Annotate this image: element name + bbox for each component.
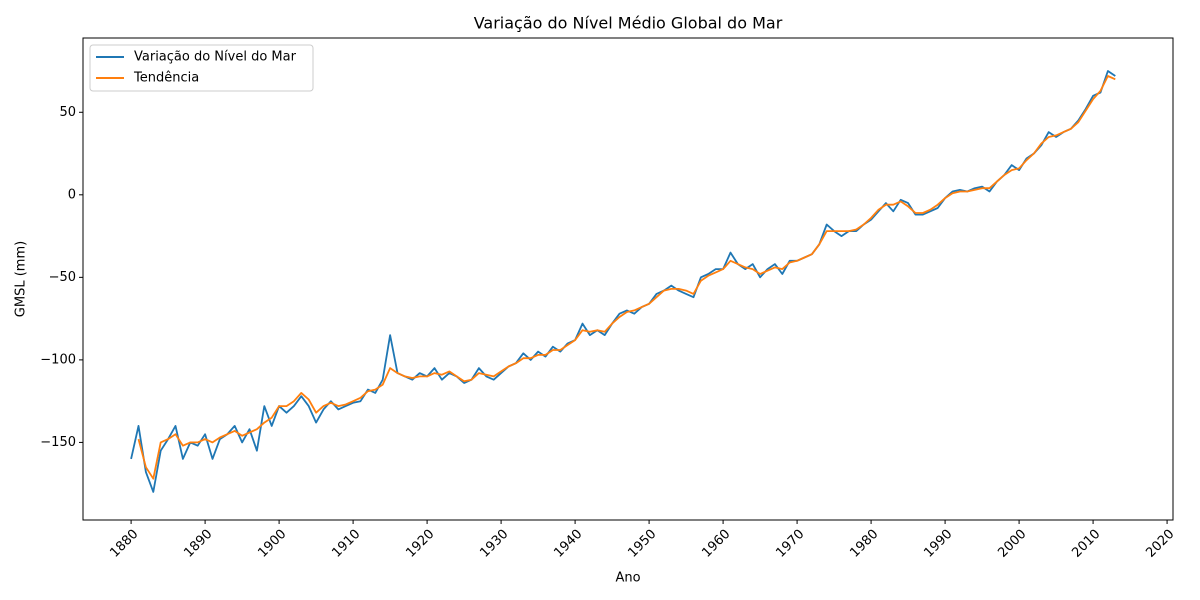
legend-box [89,44,314,92]
legend-label: Variação do Nível do Mar [134,50,297,65]
legend-label: Tendência [133,71,199,86]
chart-title: Variação do Nível Médio Global do Mar [474,14,783,33]
x-axis-label: Ano [615,571,640,586]
y-tick-label: −50 [49,270,76,285]
series-line [130,70,1116,493]
plot-frame [82,37,1174,521]
y-tick-label: 50 [59,105,76,120]
y-tick-label: 0 [68,187,76,202]
series-line [137,75,1116,480]
y-axis-label: GMSL (mm) [14,241,29,317]
y-tick-label: −100 [40,352,76,367]
y-tick-label: −150 [40,435,76,450]
